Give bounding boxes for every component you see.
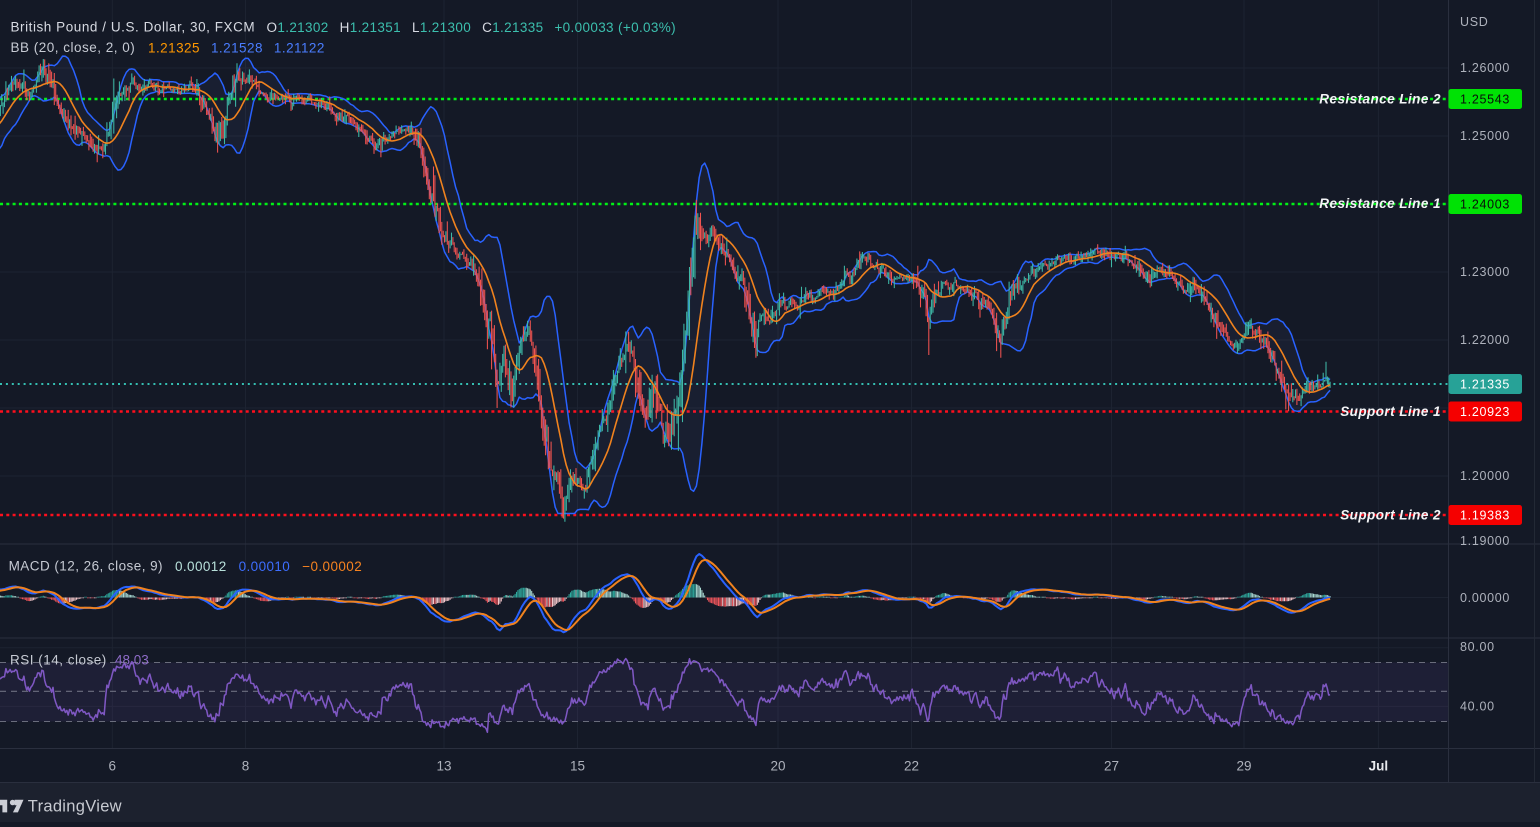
- svg-text:MACD (12, 26, close, 9): MACD (12, 26, close, 9): [9, 559, 163, 574]
- svg-text:BB (20, close, 2, 0): BB (20, close, 2, 0): [11, 40, 136, 55]
- svg-text:27: 27: [1104, 759, 1119, 774]
- svg-text:1.19000: 1.19000: [1460, 534, 1510, 548]
- svg-text:1.25000: 1.25000: [1460, 129, 1510, 143]
- svg-text:13: 13: [436, 759, 451, 774]
- svg-text:1.26000: 1.26000: [1460, 61, 1510, 75]
- svg-text:0.00000: 0.00000: [1460, 591, 1510, 605]
- svg-text:TradingView: TradingView: [28, 798, 122, 816]
- svg-text:1.19383: 1.19383: [1460, 509, 1510, 523]
- svg-text:British Pound / U.S. Dollar, 3: British Pound / U.S. Dollar, 30, FXCM: [11, 20, 256, 35]
- svg-text:40.00: 40.00: [1460, 699, 1495, 713]
- svg-text:1.24003: 1.24003: [1460, 198, 1510, 212]
- svg-text:USD: USD: [1460, 15, 1489, 29]
- svg-text:22: 22: [904, 759, 919, 774]
- svg-text:1.20923: 1.20923: [1460, 405, 1510, 419]
- svg-text:RSI (14, close): RSI (14, close): [10, 653, 107, 668]
- svg-text:1.20000: 1.20000: [1460, 469, 1510, 483]
- svg-text:48.03: 48.03: [115, 653, 149, 668]
- svg-text:1.23000: 1.23000: [1460, 265, 1510, 279]
- svg-text:Resistance Line 1: Resistance Line 1: [1319, 196, 1441, 211]
- svg-text:Support Line 2: Support Line 2: [1340, 508, 1441, 523]
- svg-text:1.22000: 1.22000: [1460, 333, 1510, 347]
- svg-text:Support Line 1: Support Line 1: [1340, 404, 1441, 419]
- svg-text:8: 8: [242, 759, 250, 774]
- svg-text:80.00: 80.00: [1460, 640, 1495, 654]
- svg-text:15: 15: [570, 759, 585, 774]
- svg-text:1.21335: 1.21335: [1460, 378, 1510, 392]
- svg-text:Jul: Jul: [1369, 759, 1389, 774]
- svg-text:Resistance Line 2: Resistance Line 2: [1319, 92, 1441, 107]
- svg-text:20: 20: [770, 759, 785, 774]
- svg-text:6: 6: [109, 759, 117, 774]
- svg-text:1.25543: 1.25543: [1460, 93, 1510, 107]
- svg-text:29: 29: [1236, 759, 1251, 774]
